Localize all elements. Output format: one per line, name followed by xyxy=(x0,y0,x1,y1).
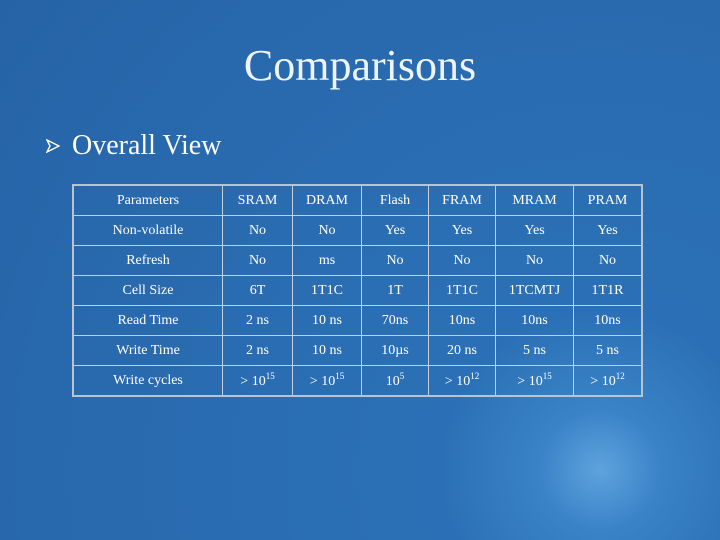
table-row: Non-volatile No No Yes Yes Yes Yes xyxy=(72,215,643,246)
table-cell: > 1015 xyxy=(292,365,362,397)
row-label: Cell Size xyxy=(72,275,223,306)
table-cell: 1T1C xyxy=(428,275,496,306)
row-label: Non-volatile xyxy=(72,215,223,246)
table-cell: 1TCMTJ xyxy=(495,275,574,306)
table-cell: 10 ns xyxy=(292,335,362,366)
cell-text: > 10 xyxy=(444,374,471,389)
table-cell: 5 ns xyxy=(495,335,574,366)
table-cell: 10 ns xyxy=(292,305,362,336)
table-cell: PRAM xyxy=(573,184,643,216)
table-cell: 5 ns xyxy=(573,335,643,366)
header-row: Parameters SRAM DRAM Flash FRAM MRAM PRAM xyxy=(72,184,643,216)
cell-text: 10 xyxy=(385,374,400,389)
cell-text: > 10 xyxy=(517,374,543,389)
table-cell: No xyxy=(361,245,429,276)
row-label: Refresh xyxy=(72,245,223,276)
row-label: Parameters xyxy=(72,184,223,216)
table-cell: 105 xyxy=(361,365,429,397)
table-cell: > 1015 xyxy=(222,365,293,397)
table-cell: SRAM xyxy=(222,184,293,216)
table-cell: Yes xyxy=(361,215,429,246)
table-cell: 6T xyxy=(222,275,293,306)
slide-title: Comparisons xyxy=(243,41,477,90)
table-cell: 1T1C xyxy=(292,275,362,306)
table-cell: 1T xyxy=(361,275,429,306)
cell-text: > 10 xyxy=(309,374,336,389)
bullet-arrow xyxy=(46,139,60,153)
bullet-text: Overall View xyxy=(72,130,222,161)
cell-superscript: 15 xyxy=(335,371,345,381)
table-cell: 1T1R xyxy=(573,275,643,306)
table-cell: 10µs xyxy=(361,335,429,366)
table-cell: No xyxy=(222,245,293,276)
table-cell: No xyxy=(292,215,362,246)
table-cell: Yes xyxy=(495,215,574,246)
table-cell: Flash xyxy=(361,184,429,216)
table-cell: 20 ns xyxy=(428,335,496,366)
table-cell: No xyxy=(495,245,574,276)
table-row: Refresh No ms No No No No xyxy=(72,245,643,276)
table-cell: FRAM xyxy=(428,184,496,216)
cell-superscript: 5 xyxy=(399,371,405,381)
table-cell: MRAM xyxy=(495,184,574,216)
cell-superscript: 15 xyxy=(265,371,275,381)
cell-text: > 10 xyxy=(590,374,616,389)
table-cell: 10ns xyxy=(495,305,574,336)
table-row: Write Time 2 ns 10 ns 10µs 20 ns 5 ns 5 ns xyxy=(72,335,643,366)
table-cell: No xyxy=(222,215,293,246)
table-row: Write cycles > 1015 > 1015 105 > 1012 > 1015 >… xyxy=(72,365,643,397)
bullet-item: Overall View xyxy=(46,130,221,162)
table-cell: 2 ns xyxy=(222,305,293,336)
cell-superscript: 12 xyxy=(615,371,625,381)
cell-superscript: 12 xyxy=(470,371,480,381)
table-row: Cell Size 6T 1T1C 1T 1T1C 1TCMTJ 1T1R xyxy=(72,275,643,306)
comparison-table: Parameters SRAM DRAM Flash FRAM MRAM PRAM Non-v… xyxy=(72,184,643,397)
table-cell: > 1012 xyxy=(573,365,643,397)
table-cell: ms xyxy=(292,245,362,276)
table-cell: 70ns xyxy=(361,305,429,336)
table-cell: > 1012 xyxy=(428,365,496,397)
table-cell: No xyxy=(573,245,643,276)
table-cell: > 1015 xyxy=(495,365,574,397)
table-cell: Yes xyxy=(428,215,496,246)
cell-text: > 10 xyxy=(240,374,266,389)
table-cell: No xyxy=(428,245,496,276)
table-cell: 10ns xyxy=(428,305,496,336)
row-label: Write Time xyxy=(72,335,223,366)
table-cell: DRAM xyxy=(292,184,362,216)
table-row: Read Time 2 ns 10 ns 70ns 10ns 10ns 10ns xyxy=(72,305,643,336)
cell-superscript: 15 xyxy=(542,371,552,381)
table-cell: Yes xyxy=(573,215,643,246)
table-cell: 10ns xyxy=(573,305,643,336)
table-cell: 2 ns xyxy=(222,335,293,366)
row-label: Read Time xyxy=(72,305,223,336)
row-label: Write cycles xyxy=(72,365,223,397)
